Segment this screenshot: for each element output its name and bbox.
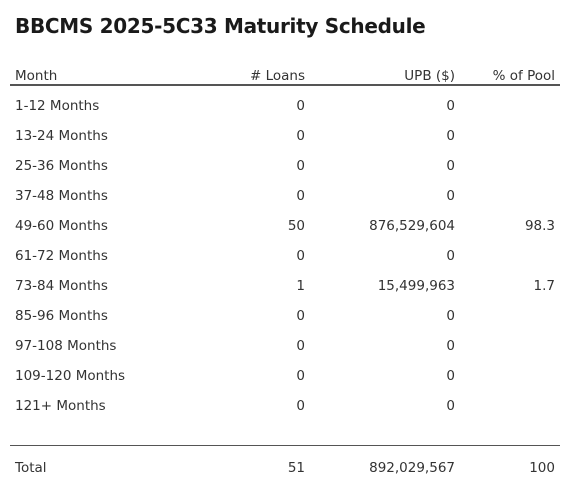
row-month: 1-12 Months	[15, 98, 100, 114]
row-upb: 0	[446, 188, 455, 204]
table-row: 49-60 Months 50 876,529,604 98.3	[0, 216, 570, 236]
header-divider	[10, 84, 560, 86]
row-pct: 1.7	[533, 278, 555, 294]
table-row: 1-12 Months 0 0	[0, 96, 570, 116]
row-loans: 0	[296, 98, 305, 114]
row-loans: 0	[296, 308, 305, 324]
row-loans: 0	[296, 338, 305, 354]
row-upb: 0	[446, 98, 455, 114]
row-loans: 0	[296, 158, 305, 174]
row-upb: 0	[446, 308, 455, 324]
row-month: 109-120 Months	[15, 368, 126, 384]
total-loans: 51	[287, 460, 305, 476]
row-month: 37-48 Months	[15, 188, 108, 204]
row-month: 61-72 Months	[15, 248, 108, 264]
row-pct: 98.3	[524, 218, 555, 234]
row-upb: 0	[446, 158, 455, 174]
table-row: 121+ Months 0 0	[0, 396, 570, 416]
row-month: 13-24 Months	[15, 128, 108, 144]
column-header-pct: % of Pool	[492, 68, 555, 84]
total-pct: 100	[529, 460, 555, 476]
row-month: 49-60 Months	[15, 218, 108, 234]
total-divider	[10, 445, 560, 446]
row-upb: 0	[446, 368, 455, 384]
row-loans: 0	[296, 188, 305, 204]
row-month: 73-84 Months	[15, 278, 108, 294]
total-label: Total	[15, 460, 47, 476]
table-row: 13-24 Months 0 0	[0, 126, 570, 146]
table-row: 25-36 Months 0 0	[0, 156, 570, 176]
table-row: 109-120 Months 0 0	[0, 366, 570, 386]
table-row: 97-108 Months 0 0	[0, 336, 570, 356]
row-upb: 0	[446, 128, 455, 144]
row-loans: 0	[296, 248, 305, 264]
row-loans: 0	[296, 398, 305, 414]
page-title: BBCMS 2025-5C33 Maturity Schedule	[15, 14, 426, 38]
table-row: 73-84 Months 1 15,499,963 1.7	[0, 276, 570, 296]
row-upb: 0	[446, 248, 455, 264]
table-row: 61-72 Months 0 0	[0, 246, 570, 266]
row-month: 121+ Months	[15, 398, 106, 414]
row-month: 97-108 Months	[15, 338, 117, 354]
table-row: 37-48 Months 0 0	[0, 186, 570, 206]
column-header-month: Month	[15, 68, 58, 84]
row-loans: 50	[287, 218, 305, 234]
table-header: Month # Loans UPB ($) % of Pool	[0, 66, 570, 86]
total-upb: 892,029,567	[369, 460, 455, 476]
row-upb: 0	[446, 398, 455, 414]
column-header-loans: # Loans	[249, 68, 305, 84]
table-total-row: Total 51 892,029,567 100	[0, 458, 570, 478]
row-month: 25-36 Months	[15, 158, 108, 174]
row-month: 85-96 Months	[15, 308, 108, 324]
row-upb: 15,499,963	[377, 278, 455, 294]
table-row: 85-96 Months 0 0	[0, 306, 570, 326]
row-loans: 0	[296, 368, 305, 384]
row-loans: 0	[296, 128, 305, 144]
column-header-upb: UPB ($)	[404, 68, 455, 84]
row-loans: 1	[296, 278, 305, 294]
row-upb: 0	[446, 338, 455, 354]
row-upb: 876,529,604	[369, 218, 455, 234]
